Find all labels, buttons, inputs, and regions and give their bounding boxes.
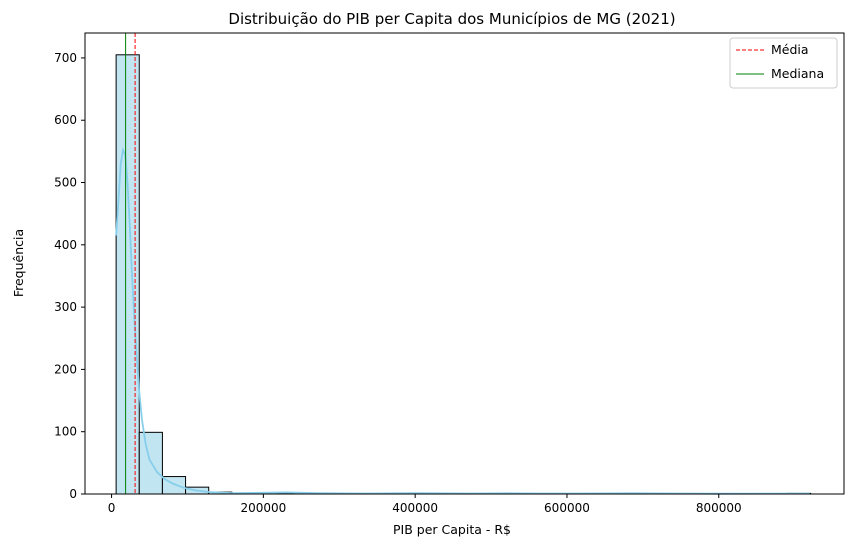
y-tick-label: 200 xyxy=(54,362,77,376)
kde-curve xyxy=(115,147,810,495)
x-axis-label: PIB per Capita - R$ xyxy=(393,522,511,537)
y-tick-label: 600 xyxy=(54,113,77,127)
y-tick-label: 500 xyxy=(54,176,77,190)
chart-title: Distribuição do PIB per Capita dos Munic… xyxy=(228,10,675,28)
legend-mean-label: Média xyxy=(771,42,809,57)
x-tick-label: 0 xyxy=(108,501,116,515)
y-tick-label: 100 xyxy=(54,425,77,439)
y-axis-label: Frequência xyxy=(11,229,26,297)
y-tick-label: 400 xyxy=(54,238,77,252)
y-tick-label: 700 xyxy=(54,51,77,65)
x-axis-ticks: 0 200000 400000 600000 800000 xyxy=(108,494,742,515)
legend: Média Mediana xyxy=(729,37,838,89)
x-tick-label: 200000 xyxy=(240,501,286,515)
plot-area xyxy=(115,33,812,495)
legend-median-label: Mediana xyxy=(771,66,824,81)
y-axis-ticks: 0 100 200 300 400 500 600 700 xyxy=(54,51,85,501)
x-tick-label: 600000 xyxy=(544,501,590,515)
y-tick-label: 0 xyxy=(69,487,77,501)
plot-frame xyxy=(84,32,845,495)
y-tick-label: 300 xyxy=(54,300,77,314)
x-tick-label: 800000 xyxy=(696,501,742,515)
x-tick-label: 400000 xyxy=(392,501,438,515)
histogram-bar xyxy=(115,54,140,495)
